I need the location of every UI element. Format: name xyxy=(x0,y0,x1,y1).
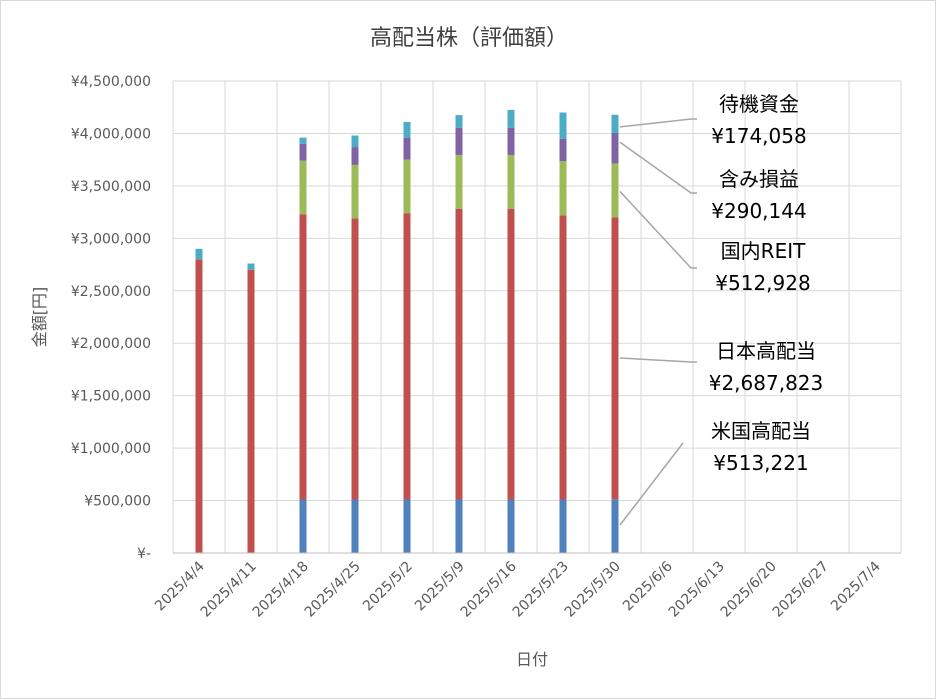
callout-line xyxy=(619,190,697,269)
bar-segment xyxy=(559,112,567,139)
y-tick-label: ¥1,000,000 xyxy=(71,441,151,457)
callout-line xyxy=(619,141,697,194)
x-tick-label: 2025/5/9 xyxy=(412,559,468,615)
x-tick-label: 2025/4/4 xyxy=(152,558,208,614)
bar-segment xyxy=(247,269,255,553)
bar-segment xyxy=(611,163,619,218)
bar-segment xyxy=(299,137,307,144)
y-tick-label: ¥500,000 xyxy=(84,494,151,510)
x-tick-label: 2025/4/25 xyxy=(302,559,364,621)
callout-label: 日本高配当 xyxy=(716,339,816,363)
callout-label: 待機資金 xyxy=(719,92,799,116)
bar-segment xyxy=(559,161,567,216)
callout-line xyxy=(619,357,697,363)
bar-segment xyxy=(299,143,307,161)
bar-segment xyxy=(403,159,411,214)
callout-value: ¥513,221 xyxy=(713,451,808,475)
x-tick-label: 2025/5/30 xyxy=(562,559,624,621)
x-tick-label: 2025/5/2 xyxy=(360,559,416,615)
y-tick-label: ¥2,500,000 xyxy=(71,284,151,300)
y-tick-label: ¥4,000,000 xyxy=(71,126,151,142)
bar-segment xyxy=(559,215,567,500)
bar-segment xyxy=(351,499,359,553)
callout-value: ¥512,928 xyxy=(715,271,810,295)
x-axis-title: 日付 xyxy=(516,650,548,669)
bar-segment xyxy=(611,133,619,164)
bar-segment xyxy=(455,499,463,553)
y-tick-label: ¥1,500,000 xyxy=(71,389,151,405)
bar-segment xyxy=(403,499,411,553)
callout-label: 米国高配当 xyxy=(711,419,811,443)
bar-segment xyxy=(299,160,307,215)
x-tick-label: 2025/6/6 xyxy=(620,558,676,614)
y-axis-title: 金額[円] xyxy=(30,287,49,348)
bar-segment xyxy=(403,137,411,160)
y-tick-label: ¥4,500,000 xyxy=(71,74,151,90)
bar-segment xyxy=(507,109,515,128)
bar-segment xyxy=(611,114,619,134)
bar-segment xyxy=(351,135,359,148)
callout-line xyxy=(619,118,697,128)
gridlines xyxy=(172,80,902,554)
callout-value: ¥2,687,823 xyxy=(709,371,824,395)
bar-segment xyxy=(403,121,411,138)
callout-line xyxy=(619,442,684,526)
annotations: 待機資金 ¥174,058 含み損益 ¥290,144 国内REIT ¥512,928 日本… xyxy=(619,92,824,526)
bar-segment xyxy=(351,147,359,165)
x-tick-label: 2025/7/4 xyxy=(828,558,884,614)
bar-segment xyxy=(611,217,619,500)
callout-label: 国内REIT xyxy=(721,239,806,263)
bar-segment xyxy=(247,263,255,270)
y-tick-label: ¥- xyxy=(137,546,151,562)
callout-label: 含み損益 xyxy=(719,167,799,191)
y-tick-label: ¥3,000,000 xyxy=(71,231,151,247)
bar-segment xyxy=(403,213,411,500)
callout-value: ¥290,144 xyxy=(711,199,806,223)
bar-segment xyxy=(559,138,567,162)
bar-segment xyxy=(299,499,307,553)
bar-segment xyxy=(559,499,567,553)
bar-segment xyxy=(507,127,515,155)
bar-segment xyxy=(507,208,515,500)
bar-segment xyxy=(611,499,619,553)
y-tick-label: ¥3,500,000 xyxy=(71,179,151,195)
bar-segment xyxy=(507,154,515,209)
bar-segment xyxy=(455,127,463,155)
bar-segment xyxy=(299,214,307,500)
chart-title: 高配当株（評価額） xyxy=(370,26,568,51)
bar-segment xyxy=(455,208,463,500)
bar-segment xyxy=(351,218,359,500)
y-tick-label: ¥2,000,000 xyxy=(71,336,151,352)
bar-segment xyxy=(455,154,463,209)
callout-value: ¥174,058 xyxy=(711,124,806,148)
bars xyxy=(195,109,619,553)
bar-segment xyxy=(195,248,203,260)
bar-segment xyxy=(455,115,463,128)
bar-segment xyxy=(351,164,359,219)
bar-segment xyxy=(507,499,515,553)
x-tick-label: 2025/6/27 xyxy=(770,559,832,621)
bar-segment xyxy=(195,259,203,553)
